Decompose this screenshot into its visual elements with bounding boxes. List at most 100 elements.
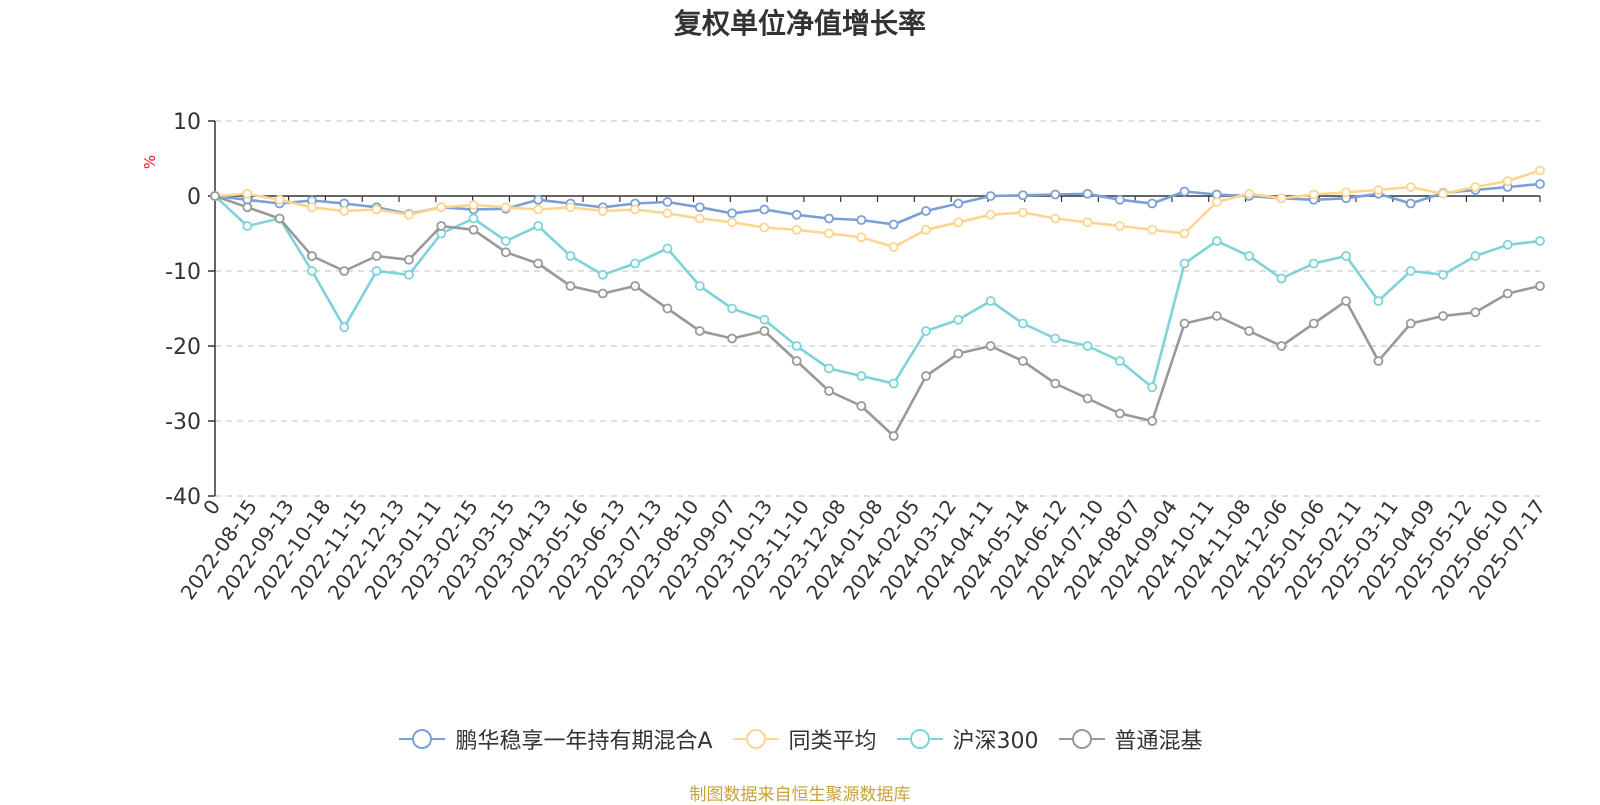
series-point-0 xyxy=(694,202,705,213)
series-point-2 xyxy=(1502,239,1513,250)
series-point-3 xyxy=(1438,311,1448,321)
legend-item-category-avg[interactable]: 同类平均 xyxy=(731,723,877,755)
legend-label-fund: 鹏华稳享一年持有期混合A xyxy=(455,729,713,754)
series-point-1 xyxy=(371,204,382,215)
x-tick-label: 0 xyxy=(198,495,225,519)
series-point-1 xyxy=(533,204,544,215)
series-point-3 xyxy=(274,213,285,224)
series-line-3 xyxy=(214,194,1541,438)
series-point-0 xyxy=(824,213,834,224)
series-point-2 xyxy=(1114,356,1125,366)
series-point-2 xyxy=(1438,269,1448,280)
series-point-2 xyxy=(1050,333,1061,344)
series-point-0 xyxy=(888,219,899,230)
series-point-0 xyxy=(1147,198,1158,209)
chart-plot-area: 100-10-20-30-4002022-08-152022-09-132022… xyxy=(165,110,1550,604)
series-point-1 xyxy=(1276,193,1287,204)
series-point-1 xyxy=(824,228,834,239)
legend-label-hs300: 沪深300 xyxy=(952,729,1039,754)
series-point-1 xyxy=(759,222,770,233)
series-point-3 xyxy=(1470,307,1481,318)
series-point-0 xyxy=(1050,189,1061,200)
series-point-2 xyxy=(1179,258,1190,269)
series-point-3 xyxy=(1050,378,1061,389)
series-point-3 xyxy=(210,191,220,201)
series-point-3 xyxy=(404,254,414,265)
series-point-1 xyxy=(1341,187,1351,198)
series-line-2 xyxy=(214,195,1541,389)
series-point-3 xyxy=(307,251,317,261)
series-point-3 xyxy=(1147,416,1158,426)
series-point-1 xyxy=(597,206,608,216)
series-point-2 xyxy=(1308,258,1319,269)
legend-marker-icon xyxy=(896,729,943,749)
legend-label-general-mixed: 普通混基 xyxy=(1114,729,1203,754)
series-point-1 xyxy=(888,242,899,252)
series-point-2 xyxy=(1535,236,1545,246)
series-point-1 xyxy=(1308,189,1319,200)
series-point-1 xyxy=(1244,188,1255,199)
legend-marker-icon xyxy=(1058,729,1105,749)
series-point-3 xyxy=(1341,296,1351,306)
series-point-1 xyxy=(436,202,447,213)
series-point-1 xyxy=(1082,217,1093,228)
series-point-0 xyxy=(921,206,931,216)
series-point-1 xyxy=(694,213,705,224)
series-point-2 xyxy=(1341,251,1351,261)
series-point-0 xyxy=(533,194,544,205)
chart-title: 复权单位净值增长率 xyxy=(673,7,926,40)
series-point-2 xyxy=(953,314,964,325)
series-point-0 xyxy=(953,198,964,209)
series-point-1 xyxy=(1502,176,1513,186)
legend-item-fund[interactable]: 鹏华稳享一年持有期混合A xyxy=(397,723,713,755)
series-point-3 xyxy=(1211,311,1222,321)
series-point-2 xyxy=(565,251,576,261)
series-point-1 xyxy=(856,232,867,243)
series-point-2 xyxy=(630,258,641,269)
series-point-0 xyxy=(662,197,673,207)
series-point-2 xyxy=(888,378,899,389)
series-point-1 xyxy=(404,209,414,220)
series-point-1 xyxy=(791,224,802,235)
series-point-3 xyxy=(565,281,576,291)
series-point-2 xyxy=(597,269,608,280)
series-point-2 xyxy=(242,221,253,231)
series-point-2 xyxy=(1147,382,1158,393)
series-point-3 xyxy=(1308,318,1319,329)
series-point-3 xyxy=(468,224,479,235)
series-point-2 xyxy=(921,326,931,336)
series-point-1 xyxy=(274,194,285,205)
series-point-1 xyxy=(1050,213,1061,224)
series-point-3 xyxy=(1373,356,1384,366)
series-point-2 xyxy=(824,363,834,374)
series-point-2 xyxy=(759,314,770,325)
series-point-1 xyxy=(1211,197,1222,207)
series-point-3 xyxy=(759,326,770,336)
series-point-2 xyxy=(1470,251,1481,261)
data-source-note: 制图数据来自恒生聚源数据库 xyxy=(689,785,911,805)
series-point-2 xyxy=(1244,251,1255,261)
series-point-3 xyxy=(953,348,964,359)
series-point-3 xyxy=(533,258,544,269)
y-tick-label: 10 xyxy=(173,110,201,135)
series-point-3 xyxy=(824,386,834,396)
series-point-1 xyxy=(1018,207,1028,218)
series-point-2 xyxy=(1405,266,1416,276)
series-point-3 xyxy=(1535,281,1545,291)
series-point-0 xyxy=(727,208,737,219)
series-point-2 xyxy=(500,236,511,246)
series-point-2 xyxy=(856,371,867,381)
y-tick-label: -40 xyxy=(165,485,201,510)
series-point-2 xyxy=(1082,341,1093,351)
series-point-1 xyxy=(1470,182,1481,192)
series-point-1 xyxy=(500,202,511,213)
legend-item-general-mixed[interactable]: 普通混基 xyxy=(1057,723,1203,755)
series-point-0 xyxy=(791,209,802,220)
series-point-3 xyxy=(242,202,253,213)
series-point-1 xyxy=(953,217,964,228)
series-point-3 xyxy=(1082,393,1093,404)
series-point-3 xyxy=(921,371,931,381)
legend-item-hs300[interactable]: 沪深300 xyxy=(895,723,1039,755)
series-point-3 xyxy=(1018,356,1028,366)
legend-marker-icon xyxy=(399,729,446,749)
